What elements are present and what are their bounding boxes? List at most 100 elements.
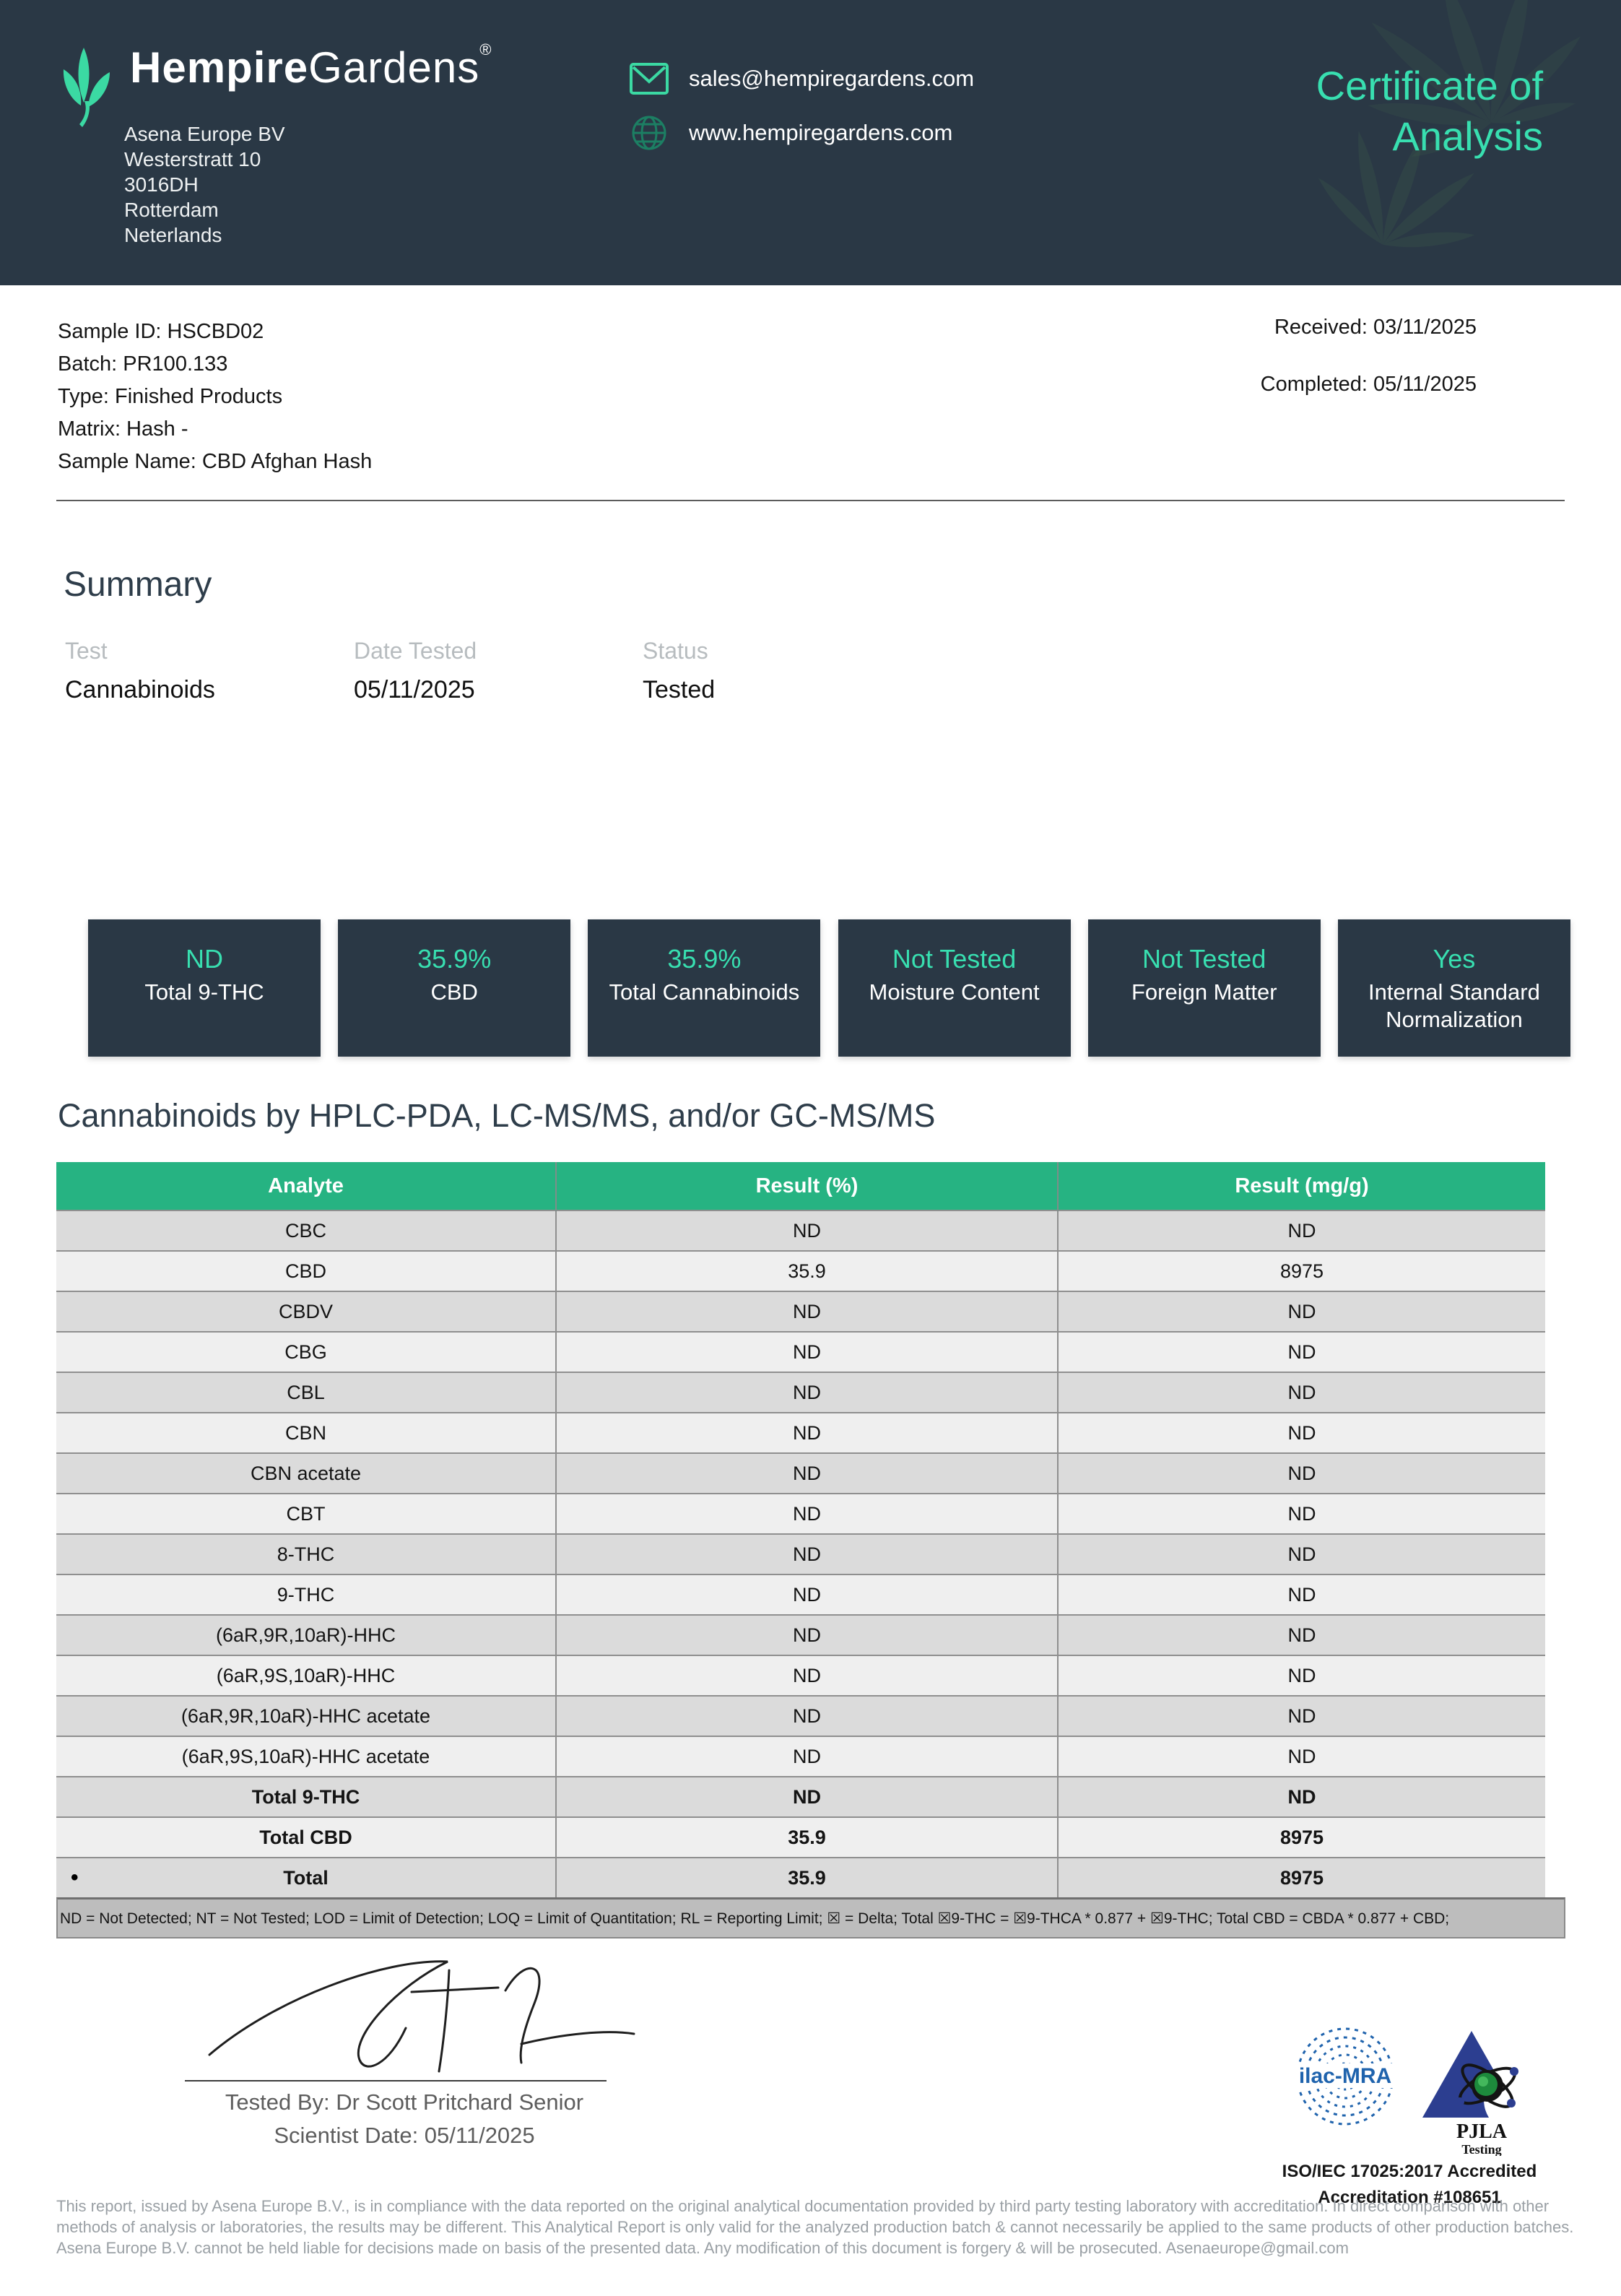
cell-result-pct: ND xyxy=(555,1412,1058,1453)
cell-analyte: (6aR,9S,10aR)-HHC xyxy=(56,1655,556,1696)
table-row: Total CBD 35.9 8975 xyxy=(56,1816,1545,1858)
svg-text:ilac-MRA: ilac-MRA xyxy=(1299,2064,1391,2088)
table-footnote: ND = Not Detected; NT = Not Tested; LOD … xyxy=(56,1897,1565,1938)
result-box-cbd: 35.9% CBD xyxy=(338,919,571,1057)
cell-result-mgg: ND xyxy=(1057,1695,1545,1736)
received-date: Received: 03/11/2025 xyxy=(1274,316,1477,339)
sample-type: Type: Finished Products xyxy=(58,385,283,408)
summary-col-test: Test Cannabinoids xyxy=(65,638,354,704)
summary-col-date: Date Tested 05/11/2025 xyxy=(354,638,643,704)
document-title: Certificate of Analysis xyxy=(1316,61,1543,162)
result-box-label: Total Cannabinoids xyxy=(609,979,800,1005)
table-row: CBG ND ND xyxy=(56,1331,1545,1372)
result-box-label: Moisture Content xyxy=(869,979,1040,1005)
tested-by-text: Tested By: Dr Scott Pritchard Senior Sci… xyxy=(181,2086,628,2152)
table-row: (6aR,9S,10aR)-HHC acetate ND ND xyxy=(56,1736,1545,1777)
table-header-row: Analyte Result (%) Result (mg/g) xyxy=(56,1162,1545,1210)
cell-result-pct: ND xyxy=(555,1331,1058,1372)
cell-result-mgg: 8975 xyxy=(1057,1857,1545,1897)
cell-analyte: (6aR,9S,10aR)-HHC acetate xyxy=(56,1736,556,1777)
cannabis-leaf-decoration xyxy=(1368,0,1581,157)
website-text: www.hempiregardens.com xyxy=(689,120,953,145)
cannabinoids-section-title: Cannabinoids by HPLC-PDA, LC-MS/MS, and/… xyxy=(58,1097,936,1134)
cell-result-mgg: ND xyxy=(1057,1655,1545,1696)
cell-result-pct: ND xyxy=(555,1533,1058,1574)
website-row: www.hempiregardens.com xyxy=(628,114,974,152)
summary-header-status: Status xyxy=(643,638,708,664)
cell-analyte: Total xyxy=(56,1857,556,1897)
cell-result-pct: ND xyxy=(555,1493,1058,1534)
brand-name: HempireGardens® xyxy=(130,42,492,90)
result-box-total-cannabinoids: 35.9% Total Cannabinoids xyxy=(588,919,821,1057)
table-row: CBC ND ND xyxy=(56,1210,1545,1251)
email-row: sales@hempiregardens.com xyxy=(628,62,974,95)
result-box-label: CBD xyxy=(430,979,478,1005)
table-row: 9-THC ND ND xyxy=(56,1574,1545,1615)
sample-id: Sample ID: HSCBD02 xyxy=(58,320,264,343)
tested-by-line1: Tested By: Dr Scott Pritchard Senior xyxy=(225,2089,584,2115)
result-box-label: Internal Standard Normalization xyxy=(1368,979,1540,1032)
svg-text:Testing: Testing xyxy=(1461,2142,1501,2156)
cell-analyte: 8-THC xyxy=(56,1533,556,1574)
globe-icon xyxy=(628,114,670,152)
cell-result-pct: ND xyxy=(555,1614,1058,1655)
cell-result-mgg: ND xyxy=(1057,1210,1545,1251)
svg-text:PJLA: PJLA xyxy=(1456,2120,1508,2143)
cell-result-mgg: ND xyxy=(1057,1776,1545,1817)
result-boxes: ND Total 9-THC 35.9% CBD 35.9% Total Can… xyxy=(88,919,1570,1057)
cell-analyte: CBG xyxy=(56,1331,556,1372)
table-row: CBD 35.9 8975 xyxy=(56,1250,1545,1291)
address-line: Neterlands xyxy=(124,224,222,246)
sample-details: Sample ID: HSCBD02 Batch: PR100.133 Type… xyxy=(58,316,372,478)
cell-analyte: Total CBD xyxy=(56,1816,556,1858)
cell-result-pct: ND xyxy=(555,1655,1058,1696)
cell-result-pct: ND xyxy=(555,1291,1058,1332)
cannabinoids-table: Analyte Result (%) Result (mg/g) CBC ND ND… xyxy=(56,1162,1545,1897)
signature-line xyxy=(185,2080,607,2081)
cell-analyte: 9-THC xyxy=(56,1574,556,1615)
cell-result-pct: ND xyxy=(555,1695,1058,1736)
cell-result-pct: ND xyxy=(555,1736,1058,1777)
result-box-value: 35.9% xyxy=(667,944,742,974)
brand-logo: HempireGardens® xyxy=(62,42,492,127)
table-row: CBL ND ND xyxy=(56,1372,1545,1413)
table-row: 8-THC ND ND xyxy=(56,1533,1545,1574)
summary-value-test: Cannabinoids xyxy=(65,676,215,703)
table-row: (6aR,9S,10aR)-HHC ND ND xyxy=(56,1655,1545,1696)
cell-result-mgg: ND xyxy=(1057,1372,1545,1413)
summary-col-status: Status Tested xyxy=(643,638,931,704)
envelope-icon xyxy=(628,62,670,95)
header: HempireGardens® Asena Europe BV Westerst… xyxy=(0,0,1621,285)
tested-by-line2: Scientist Date: 05/11/2025 xyxy=(274,2123,535,2148)
cell-analyte: CBN acetate xyxy=(56,1452,556,1494)
address-line: Rotterdam xyxy=(124,199,219,221)
table-row: (6aR,9R,10aR)-HHC ND ND xyxy=(56,1614,1545,1655)
cell-analyte: (6aR,9R,10aR)-HHC acetate xyxy=(56,1695,556,1736)
cell-analyte: CBDV xyxy=(56,1291,556,1332)
contact-block: sales@hempiregardens.com www.hempireg xyxy=(628,62,974,170)
document-title-line2: Analysis xyxy=(1392,113,1543,159)
cell-result-pct: 35.9 xyxy=(555,1816,1058,1858)
cell-analyte: Total 9-THC xyxy=(56,1776,556,1817)
cell-result-mgg: ND xyxy=(1057,1533,1545,1574)
result-box-foreign-matter: Not Tested Foreign Matter xyxy=(1087,919,1321,1057)
address-line: Westerstratt 10 xyxy=(124,148,261,170)
cell-result-mgg: ND xyxy=(1057,1331,1545,1372)
cell-result-pct: ND xyxy=(555,1574,1058,1615)
company-address: Asena Europe BV Westerstratt 10 3016DH R… xyxy=(124,121,285,248)
table-row: CBN ND ND xyxy=(56,1412,1545,1453)
sample-matrix: Matrix: Hash - xyxy=(58,417,188,441)
ilac-mra-logo: ilac-MRA xyxy=(1291,2027,1399,2126)
table-row: CBT ND ND xyxy=(56,1493,1545,1534)
result-box-value: ND xyxy=(186,944,223,974)
section-divider xyxy=(56,500,1565,501)
cell-analyte: CBD xyxy=(56,1250,556,1291)
accreditation-number: Accreditation #108651 xyxy=(1318,2188,1501,2207)
cell-result-mgg: ND xyxy=(1057,1736,1545,1777)
summary-value-status: Tested xyxy=(643,676,716,703)
cell-result-pct: ND xyxy=(555,1776,1058,1817)
table-row: CBDV ND ND xyxy=(56,1291,1545,1332)
hemp-leaf-logo-icon xyxy=(63,48,110,127)
cell-result-pct: ND xyxy=(555,1372,1058,1413)
